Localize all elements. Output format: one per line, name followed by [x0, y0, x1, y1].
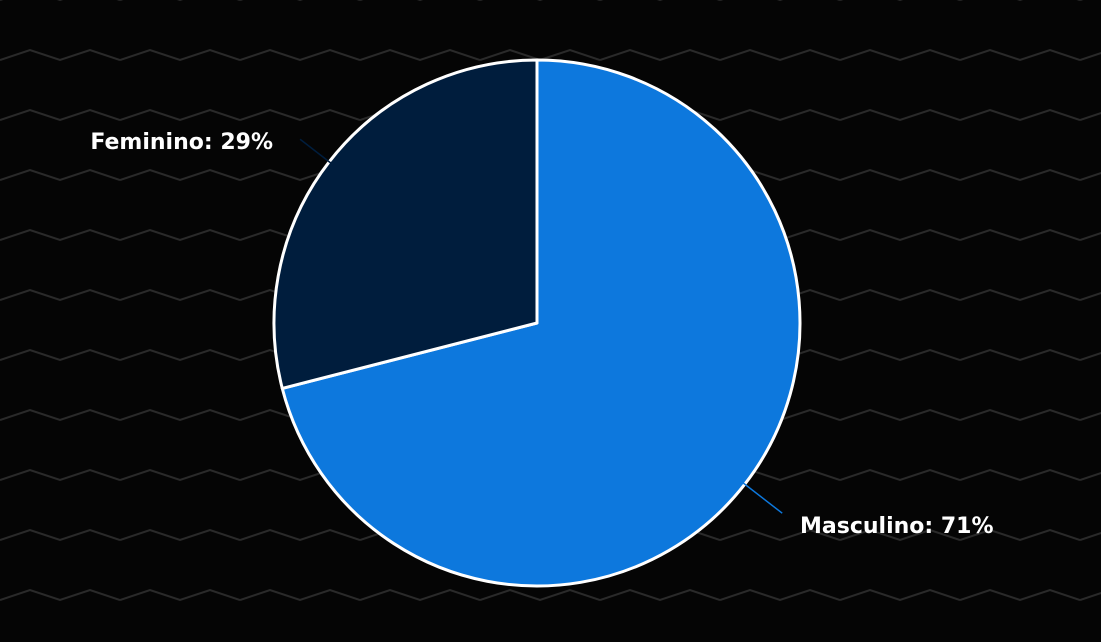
leader-line-feminino: [299, 138, 334, 166]
pie-slices: [272, 58, 802, 588]
slice-labels: Masculino: 71% Feminino: 29%: [90, 130, 993, 539]
leader-lines: [299, 138, 783, 514]
leader-line-masculino: [740, 480, 783, 514]
slice-label-masculino: Masculino: 71%: [800, 514, 994, 539]
slice-label-feminino: Feminino: 29%: [90, 130, 273, 155]
